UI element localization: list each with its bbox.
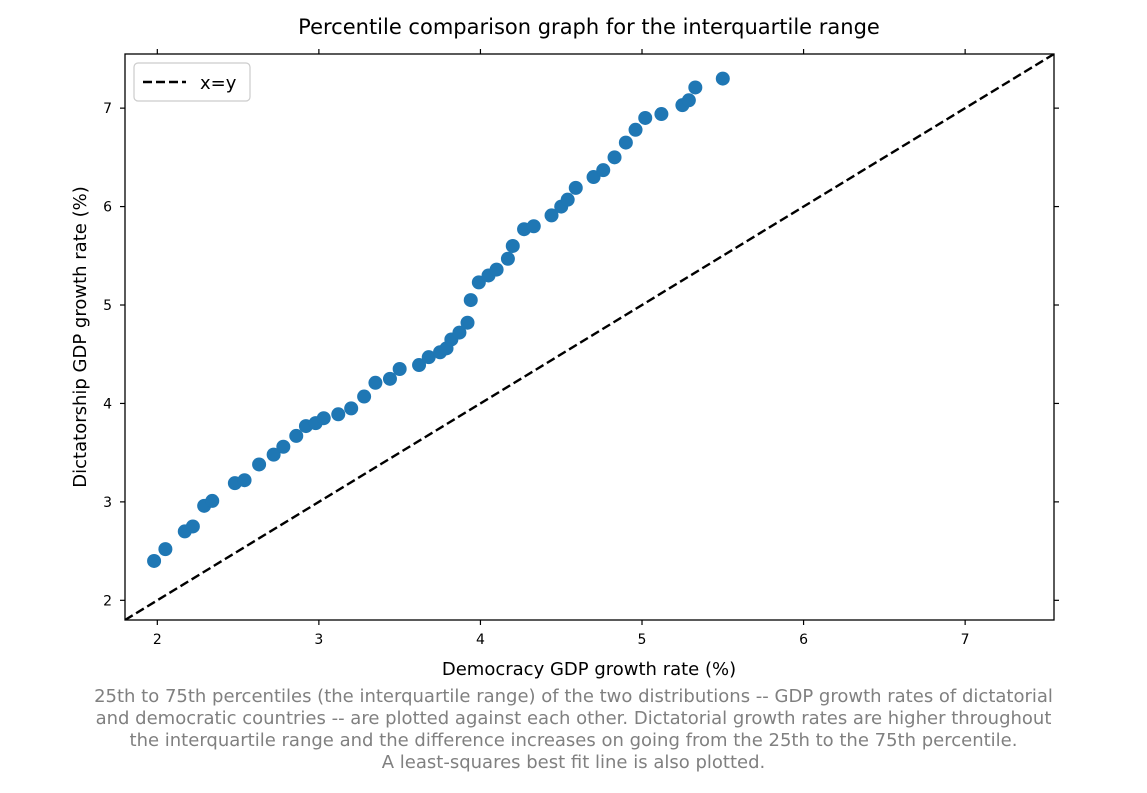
- data-point: [500, 251, 515, 266]
- data-point: [463, 293, 478, 308]
- data-point: [185, 519, 200, 534]
- caption-line: the interquartile range and the differen…: [129, 730, 1018, 751]
- data-point: [357, 389, 372, 404]
- data-point: [392, 361, 407, 376]
- x-tick-label: 6: [799, 632, 808, 648]
- y-tick-label: 3: [103, 495, 112, 511]
- data-point: [452, 325, 467, 340]
- y-axis-label: Dictatorship GDP growth rate (%): [70, 186, 91, 487]
- data-point: [266, 447, 281, 462]
- data-point: [460, 315, 475, 330]
- data-point: [607, 150, 622, 165]
- data-point: [654, 107, 669, 122]
- data-point: [596, 163, 611, 178]
- data-point: [147, 553, 162, 568]
- data-point: [618, 135, 633, 150]
- plot-area: 2 3 4 5 6 7 2 3 4 5 6 7 x=y: [103, 49, 1059, 648]
- y-tick-label: 7: [103, 101, 112, 117]
- data-point: [505, 238, 520, 253]
- data-point: [289, 428, 304, 443]
- axes-frame: [124, 53, 1055, 621]
- y-tick-label: 4: [103, 396, 112, 412]
- x-tick-label: 2: [153, 632, 162, 648]
- legend-box: [133, 62, 251, 102]
- data-point: [586, 170, 601, 185]
- data-point: [382, 371, 397, 386]
- data-point: [237, 473, 252, 488]
- data-point: [205, 493, 220, 508]
- data-point: [344, 401, 359, 416]
- data-point: [560, 192, 575, 207]
- y-tick-label: 6: [103, 200, 112, 216]
- data-point: [331, 407, 346, 422]
- data-point: [526, 219, 541, 234]
- data-point: [368, 375, 383, 390]
- data-point: [638, 110, 653, 125]
- data-point: [412, 358, 427, 373]
- x-tick-label: 5: [638, 632, 647, 648]
- data-point: [715, 71, 730, 86]
- data-point: [681, 93, 696, 108]
- data-point: [544, 208, 559, 223]
- data-point: [421, 350, 436, 365]
- data-point: [489, 262, 504, 277]
- chart-title: Percentile comparison graph for the inte…: [298, 15, 880, 39]
- data-point: [276, 439, 291, 454]
- reference-line-x-equals-y: [125, 54, 1054, 620]
- x-tick-label: 7: [961, 632, 970, 648]
- data-point: [471, 275, 486, 290]
- data-point: [568, 180, 583, 195]
- x-tick-label: 4: [476, 632, 485, 648]
- data-point: [688, 80, 703, 95]
- data-point: [252, 457, 267, 472]
- data-point: [628, 122, 643, 137]
- legend-label: x=y: [200, 73, 237, 94]
- x-tick-label: 3: [314, 632, 323, 648]
- data-point: [316, 411, 331, 426]
- x-axis-label: Democracy GDP growth rate (%): [442, 659, 736, 680]
- y-tick-label: 5: [103, 298, 112, 314]
- figure-caption: 25th to 75th percentiles (the interquart…: [0, 686, 1147, 774]
- caption-line: 25th to 75th percentiles (the interquart…: [94, 686, 1053, 707]
- data-point: [158, 542, 173, 557]
- caption-line: and democratic countries -- are plotted …: [95, 708, 1052, 729]
- caption-line: A least-squares best fit line is also pl…: [381, 752, 766, 773]
- chart: Percentile comparison graph for the inte…: [70, 15, 1059, 680]
- y-tick-label: 2: [103, 593, 112, 609]
